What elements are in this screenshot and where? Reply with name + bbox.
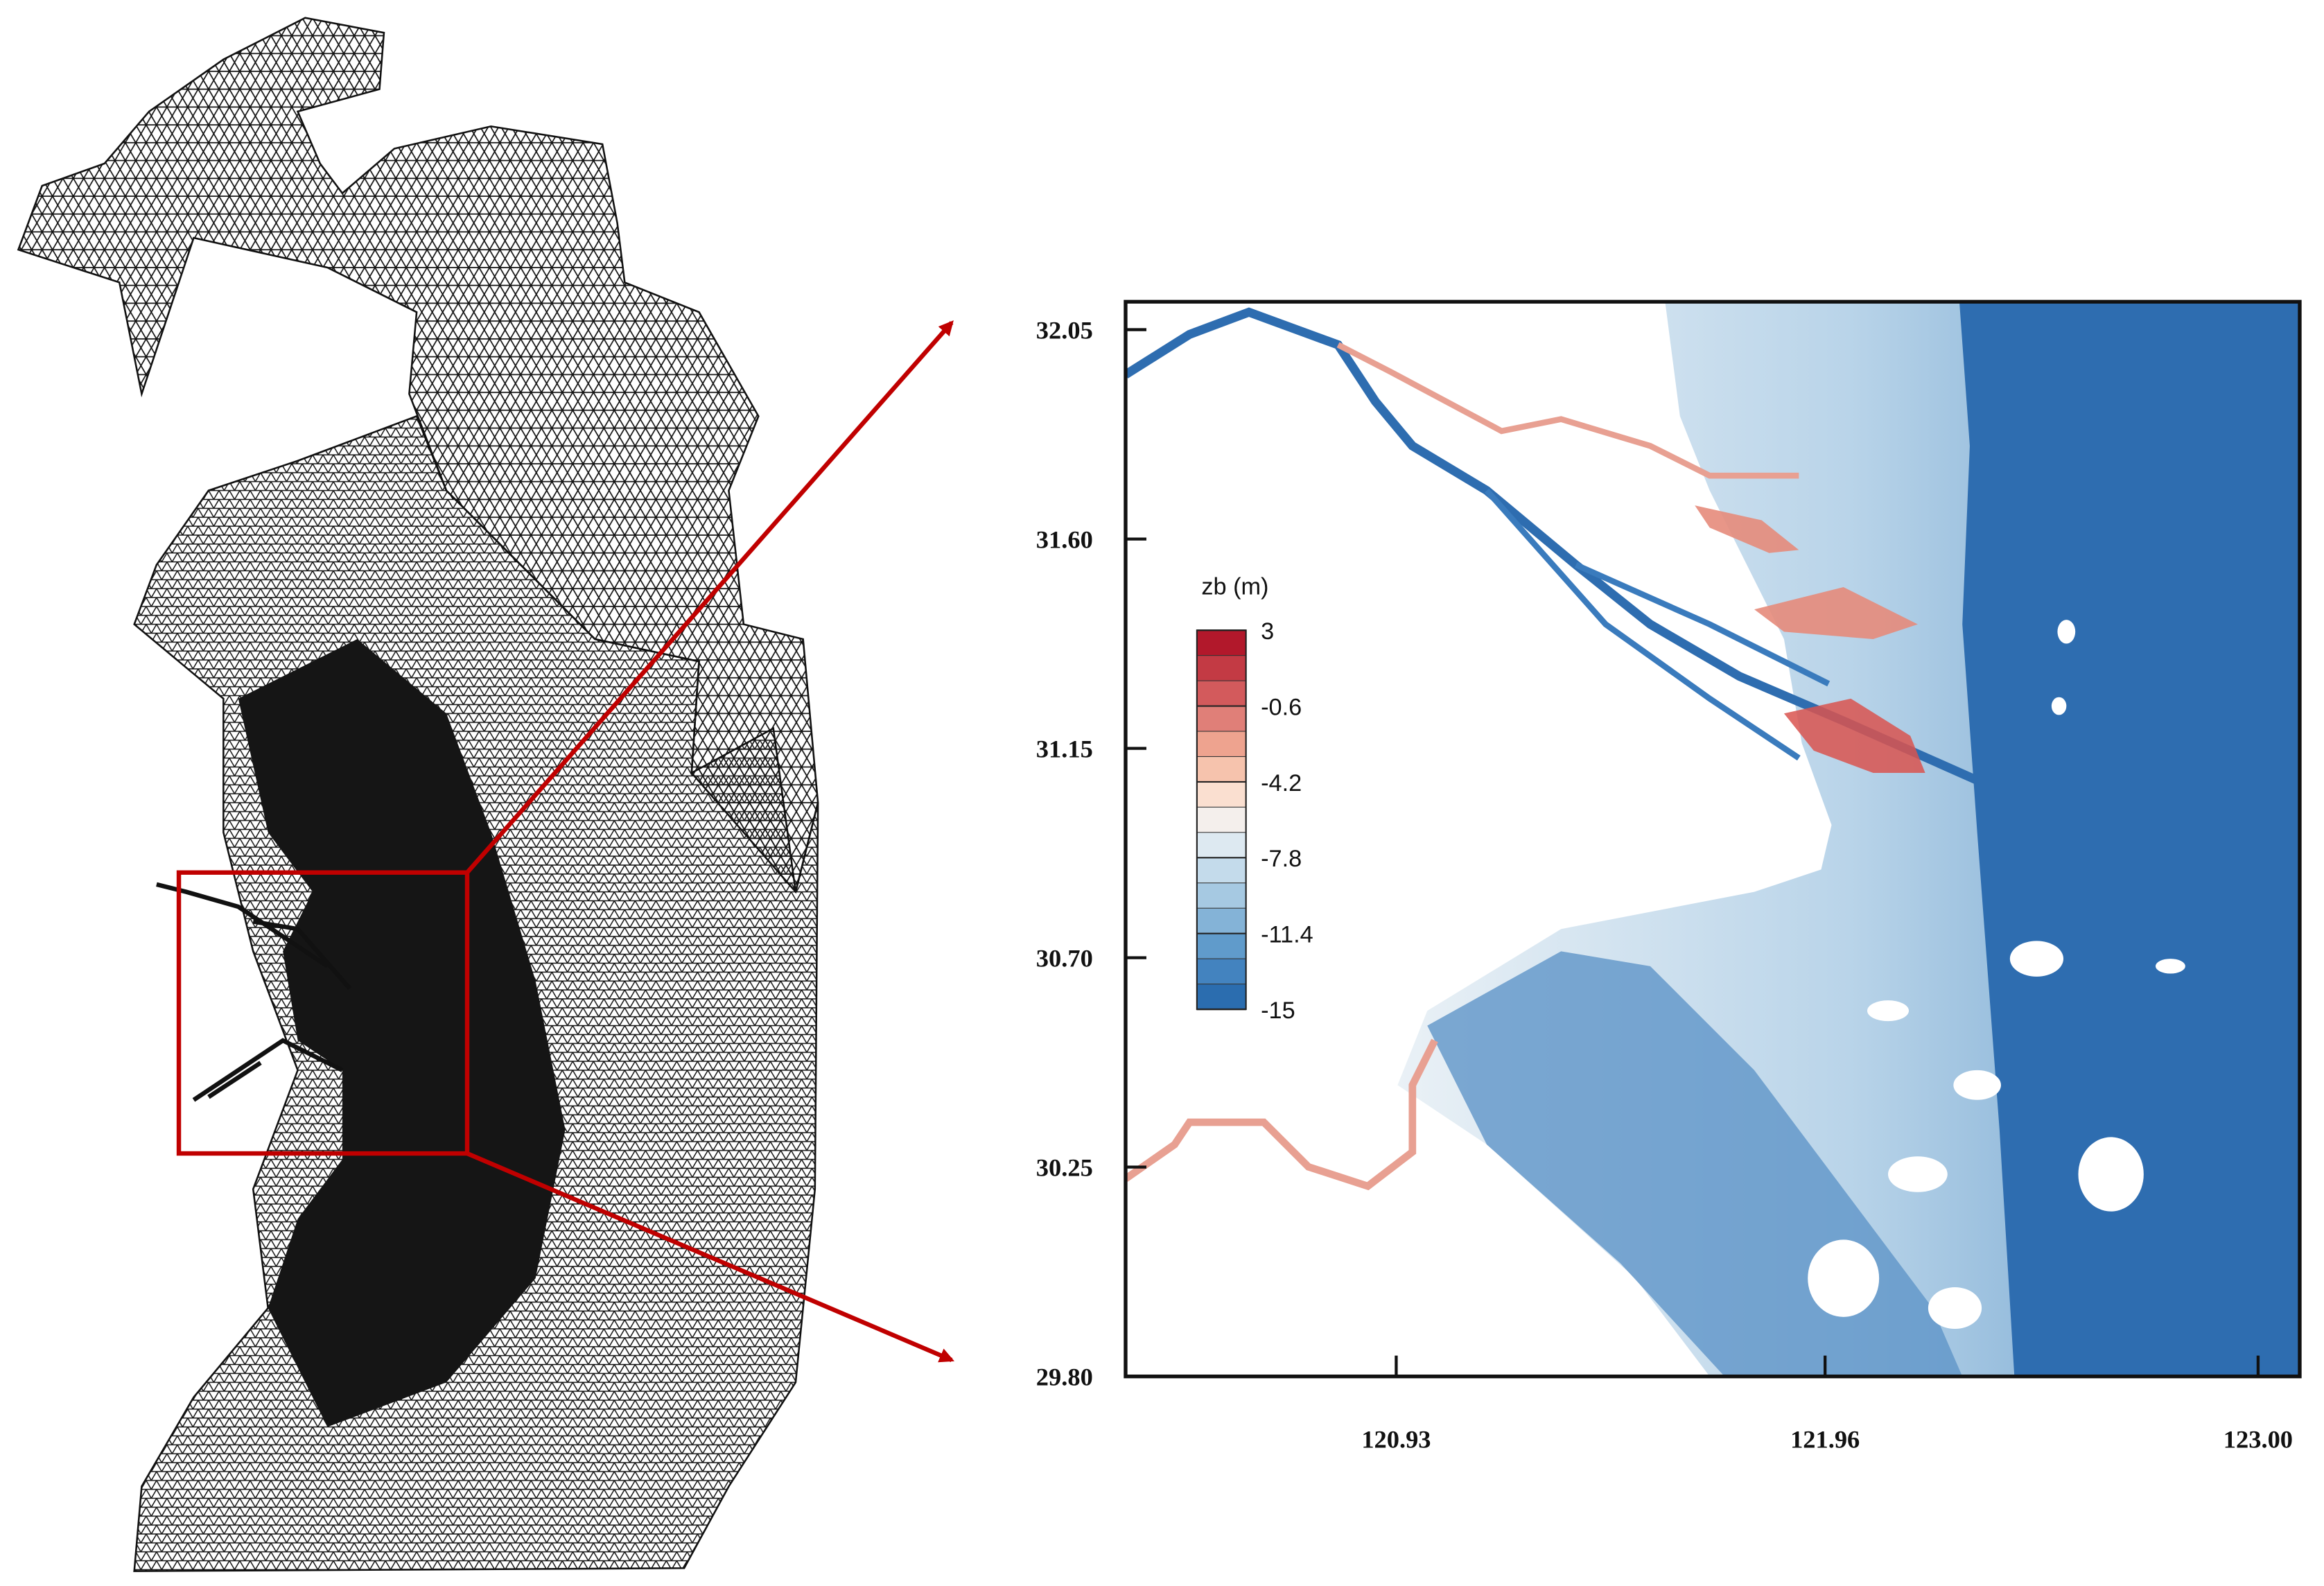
qiantang-river bbox=[1125, 1038, 1438, 1191]
colorbar-band bbox=[1196, 629, 1247, 656]
x-tick-label: 120.93 bbox=[1361, 1426, 1431, 1454]
x-tick-label: 123.00 bbox=[2223, 1426, 2293, 1454]
colorbar-label: -7.8 bbox=[1261, 846, 1302, 872]
y-tick-label: 31.60 bbox=[1036, 525, 1093, 553]
mesh-dense bbox=[238, 639, 566, 1427]
island bbox=[2078, 1137, 2144, 1212]
colorbar-band bbox=[1196, 756, 1247, 783]
island bbox=[1808, 1239, 1880, 1317]
colorbar-band bbox=[1196, 706, 1247, 733]
deep-ocean bbox=[1959, 302, 2300, 1377]
yangtze-branch bbox=[1484, 488, 1831, 761]
mesh-north bbox=[17, 17, 819, 894]
colorbar-band bbox=[1196, 882, 1247, 909]
bathymetry-map bbox=[1125, 302, 2300, 1377]
shoal-red bbox=[1695, 505, 1918, 640]
colorbar-band bbox=[1196, 781, 1247, 808]
island bbox=[2057, 620, 2076, 644]
colorbar-band bbox=[1196, 857, 1247, 884]
estuary-rivers bbox=[156, 882, 352, 1102]
y-tick-label: 32.05 bbox=[1036, 316, 1093, 344]
colorbar-label: 3 bbox=[1261, 618, 1274, 645]
yangtze-channel bbox=[1125, 307, 1980, 785]
zoom-box bbox=[176, 870, 470, 1156]
colorbar-label: -11.4 bbox=[1261, 922, 1313, 948]
x-tick-label: 121.96 bbox=[1790, 1426, 1860, 1454]
colorbar-band bbox=[1196, 655, 1247, 682]
y-tick-label: 29.80 bbox=[1036, 1363, 1093, 1391]
island bbox=[1888, 1156, 1948, 1192]
legend-title: zb (m) bbox=[1201, 574, 1268, 600]
colorbar-label: -15 bbox=[1261, 997, 1295, 1024]
island bbox=[1867, 1000, 1910, 1022]
colorbar-band bbox=[1196, 680, 1247, 707]
zoom-arrow bbox=[466, 1151, 955, 1363]
colorbar-band bbox=[1196, 933, 1247, 960]
y-tick-label: 31.15 bbox=[1036, 735, 1093, 762]
north-branch bbox=[1336, 342, 1799, 479]
island bbox=[2009, 941, 2064, 977]
colorbar-band bbox=[1196, 907, 1247, 934]
island bbox=[1928, 1287, 1982, 1330]
islands bbox=[1808, 620, 2185, 1330]
colorbar-band bbox=[1196, 731, 1247, 758]
colorbar-band bbox=[1196, 832, 1247, 859]
colorbar-label: -0.6 bbox=[1261, 694, 1302, 720]
colorbar-band bbox=[1196, 984, 1247, 1011]
colorbar-band bbox=[1196, 958, 1247, 985]
colorbar-label: -4.2 bbox=[1261, 770, 1302, 796]
y-tick-label: 30.70 bbox=[1036, 944, 1093, 972]
island bbox=[2051, 697, 2067, 715]
mesh-map bbox=[17, 17, 955, 1572]
plot-frame bbox=[1124, 299, 2302, 1379]
y-tick-label: 30.25 bbox=[1036, 1153, 1093, 1181]
island bbox=[2155, 959, 2185, 974]
colorbar-band bbox=[1196, 806, 1247, 834]
zoom-arrow bbox=[465, 320, 954, 874]
island bbox=[1953, 1070, 2001, 1100]
shoal-red bbox=[1783, 698, 1925, 774]
